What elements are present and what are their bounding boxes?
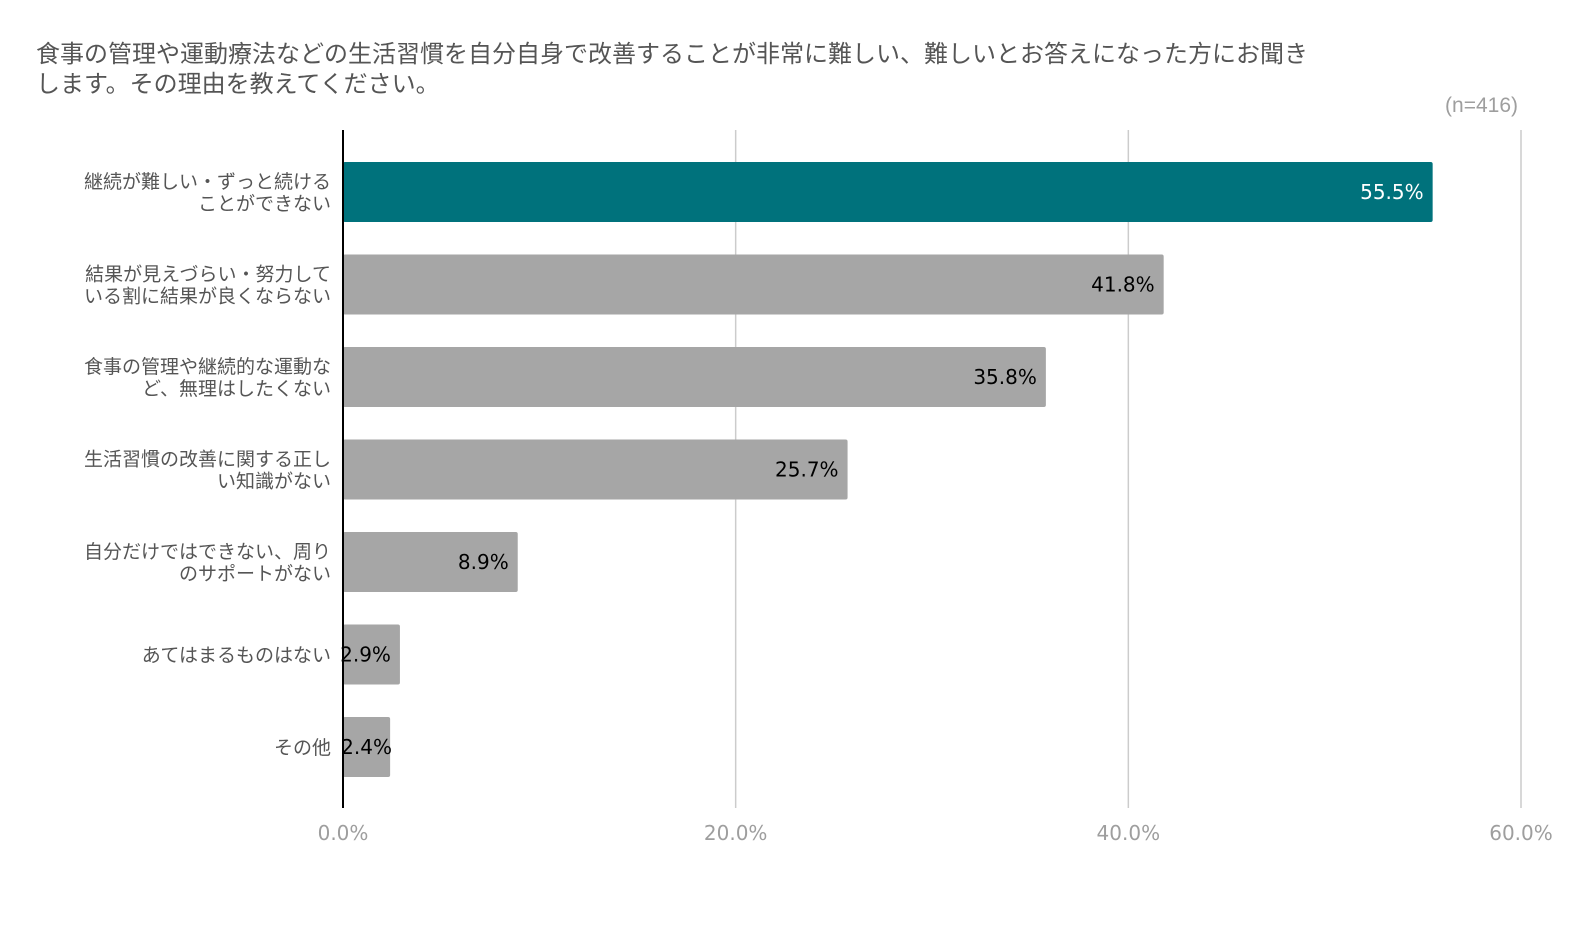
gridlines [734,130,1522,808]
x-tick-label: 60.0% [1489,821,1553,845]
bar [343,162,1433,222]
value-label: 2.9% [340,643,391,667]
category-label: 生活習慣の改善に関する正し [84,449,331,471]
category-label: 結果が見えづらい・努力して [85,264,331,286]
category-label: その他 [274,737,331,759]
value-label: 35.8% [973,365,1037,389]
category-labels: 継続が難しい・ずっと続けることができない結果が見えづらい・努力している割に結果が… [84,171,331,759]
chart-title-line-1: 食事の管理や運動療法などの生活習慣を自分自身で改善することが非常に難しい、難しい… [36,40,1308,68]
bar [343,254,1164,315]
bar [343,347,1046,407]
category-label: ことができない [198,193,331,215]
value-labels: 55.5% 41.8% 35.8% 25.7% 8.9% 2.9% 2.4% [340,180,1424,759]
x-tick-label: 20.0% [704,821,768,845]
category-label: あてはまるものはない [142,645,331,667]
bars [343,162,1433,777]
bar [343,624,400,685]
category-label: のサポートがない [179,563,331,585]
chart-title-line-2: します。その理由を教えてください。 [36,70,440,98]
value-label: 25.7% [775,458,839,482]
value-label: 41.8% [1091,273,1155,297]
category-label: ど、無理はしたくない [142,378,331,400]
bar [343,439,848,500]
x-tick-label: 40.0% [1097,821,1161,845]
value-label: 8.9% [458,550,509,574]
category-label: い知識がない [217,471,331,493]
category-label: 自分だけではできない、周り [84,541,331,563]
bar [343,532,518,592]
value-label: 2.4% [341,735,392,759]
x-tick-label: 0.0% [318,821,369,845]
x-tick-labels: 0.0% 20.0% 40.0% 60.0% [318,821,1553,845]
value-label: 55.5% [1360,180,1424,204]
category-label: 食事の管理や継続的な運動な [84,356,331,378]
category-label: いる割に結果が良くならない [84,286,331,308]
category-label: 継続が難しい・ずっと続ける [84,171,331,193]
sample-size-label: (n=416) [1445,94,1518,117]
bar [343,717,391,777]
